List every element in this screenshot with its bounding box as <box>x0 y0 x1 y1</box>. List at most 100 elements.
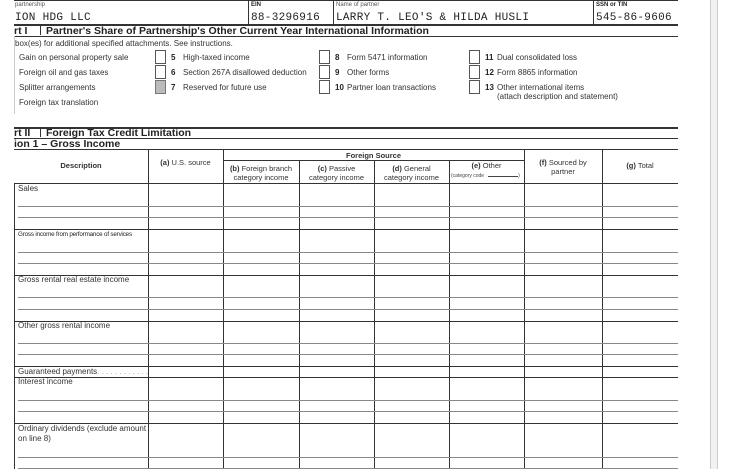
col-f-sourced-by-partner: (f) Sourced by partner <box>524 158 602 176</box>
item-foreign-tax-translation: Foreign tax translation <box>19 98 99 107</box>
col-c-label2: category income <box>308 173 365 182</box>
entry-line <box>18 263 678 264</box>
col-b-foreign-branch: (b) Foreign branch category income <box>223 164 299 182</box>
col-f-key: (f) <box>539 158 547 167</box>
row-divider <box>14 423 678 424</box>
part1-tag: rt I <box>14 25 28 37</box>
row-services: Gross income from performance of service… <box>18 231 132 238</box>
partnership-name-field[interactable]: ION HDG LLC <box>15 12 91 24</box>
col-e-key: (e) <box>471 161 481 170</box>
row-ordinary-dividends: Ordinary dividends (exclude amount <box>18 424 147 433</box>
row-divider <box>14 377 678 378</box>
col-b-label: Foreign branch <box>239 164 293 173</box>
col-g-key: (g) <box>626 161 636 170</box>
item-number: 7 <box>171 83 176 92</box>
col-e-label: Other <box>480 161 502 170</box>
entry-line <box>18 309 678 310</box>
col-c-passive: (c) Passive category income <box>299 164 374 182</box>
item-label: Reserved for future use <box>183 83 267 92</box>
col-a-us-source: (a) U.S. source <box>148 158 223 167</box>
partner-name-label: Name of partner <box>336 2 380 8</box>
ssn-field[interactable]: 545-86-9606 <box>596 12 672 24</box>
item-label: Form 5471 information <box>347 53 428 62</box>
item-label: Form 8865 information <box>497 68 578 77</box>
item-number: 5 <box>171 53 176 62</box>
item-label: Other international items <box>497 83 585 92</box>
part2-tag: rt II <box>14 127 31 139</box>
col-d-general: (d) General category income <box>374 164 449 182</box>
col-b-key: (b) <box>229 164 240 173</box>
checkbox-item-8[interactable] <box>319 50 330 64</box>
col-d-label: General <box>401 164 431 173</box>
row-rental-real-estate: Gross rental real estate income <box>18 275 130 284</box>
row-sales: Sales <box>18 184 39 193</box>
ein-field[interactable]: 88-3296916 <box>251 12 321 24</box>
table-left-border <box>14 183 15 469</box>
entry-line <box>18 297 678 298</box>
item-number: 6 <box>171 68 176 77</box>
row-guaranteed-payments: Guaranteed payments. . . . . . . . . . .… <box>18 367 148 376</box>
entry-line <box>18 217 678 218</box>
col-f-label2: partner <box>551 167 575 176</box>
entry-line <box>18 343 678 344</box>
column-divider <box>449 160 450 469</box>
col-d-key: (d) <box>392 164 402 173</box>
col-foreign-source: Foreign Source <box>345 151 401 160</box>
item-number: 12 <box>485 68 494 77</box>
checkbox-item-6[interactable] <box>155 65 166 79</box>
col-e-other: (e) Other <box>449 161 524 170</box>
item-gain-personal-property: Gain on personal property sale <box>19 53 129 62</box>
col-e-code-label: (category code <box>451 173 485 179</box>
row-guaranteed-label: Guaranteed payments <box>18 367 98 376</box>
entry-line <box>18 252 678 253</box>
column-divider <box>299 160 300 469</box>
part2-title: Foreign Tax Credit Limitation <box>46 127 192 139</box>
item-label: Section 267A disallowed deduction <box>183 68 307 77</box>
item-label: Partner loan transactions <box>347 83 436 92</box>
row-divider <box>14 229 678 230</box>
item-number: 9 <box>335 68 340 77</box>
entry-line <box>18 457 678 458</box>
entry-line <box>18 400 678 401</box>
leader-dots: . . . . . . . . . . . . <box>97 367 149 376</box>
col-c-key: (c) <box>317 164 327 173</box>
row-ordinary-dividends-2: on line 8) <box>18 434 51 443</box>
item-number: 13 <box>485 83 494 92</box>
checkbox-item-13[interactable] <box>469 80 480 94</box>
item-foreign-oil-gas: Foreign oil and gas taxes <box>19 68 109 77</box>
item-label: Other forms <box>347 68 390 77</box>
section1-title: ion 1 – Gross Income <box>14 138 121 150</box>
item-label-2: (attach description and statement) <box>497 92 618 101</box>
entry-line <box>18 411 678 412</box>
col-a-label: U.S. source <box>169 158 211 167</box>
entry-line <box>18 354 678 355</box>
row-other-rental: Other gross rental income <box>18 321 111 330</box>
col-f-label: Sourced by <box>546 158 587 167</box>
checkbox-item-9[interactable] <box>319 65 330 79</box>
scrollbar[interactable] <box>710 0 718 469</box>
column-divider <box>374 160 375 469</box>
part1-title: Partner's Share of Partnership's Other C… <box>46 25 429 37</box>
partner-name-field[interactable]: LARRY T. LEO'S & HILDA HUSLI <box>336 12 530 24</box>
category-code-field[interactable] <box>488 176 519 177</box>
col-g-total: (g) Total <box>602 161 678 170</box>
checkbox-item-12[interactable] <box>469 65 480 79</box>
col-c-label: Passive <box>326 164 356 173</box>
row-divider <box>14 366 678 367</box>
part1-instructions: box(es) for additional specified attachm… <box>15 39 233 48</box>
item-number: 8 <box>335 53 340 62</box>
checkbox-item-11[interactable] <box>469 50 480 64</box>
partnership-label: partnership <box>15 2 46 8</box>
row-divider <box>14 275 678 276</box>
col-e-category-code: (category code) <box>451 173 520 179</box>
checkbox-item-10[interactable] <box>319 80 330 94</box>
checkbox-item-5[interactable] <box>155 50 166 64</box>
col-a-key: (a) <box>160 158 170 167</box>
row-divider <box>14 321 678 322</box>
ein-label: EIN <box>251 2 262 8</box>
col-b-label2: category income <box>233 173 289 182</box>
col-description: Description <box>60 161 102 170</box>
row-interest: Interest income <box>18 377 73 386</box>
item-number: 11 <box>485 53 494 62</box>
item-splitter: Splitter arrangements <box>19 83 96 92</box>
